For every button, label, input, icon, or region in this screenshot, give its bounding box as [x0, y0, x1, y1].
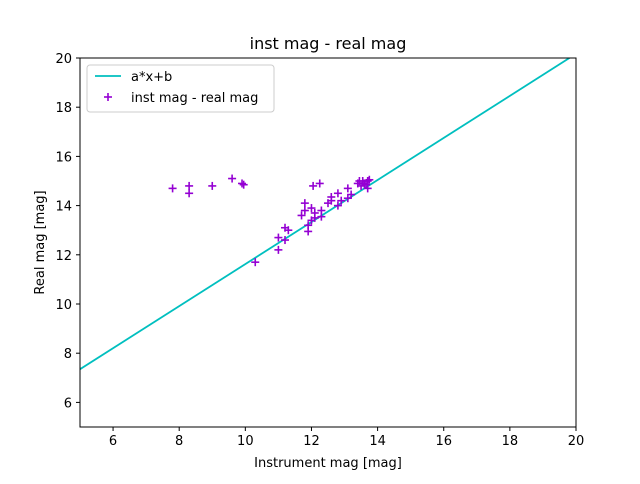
y-axis-label: Real mag [mag] — [33, 190, 48, 294]
scatter-point — [333, 201, 342, 210]
x-tick-label: 20 — [568, 434, 585, 449]
scatter-point — [274, 233, 283, 242]
scatter-point — [300, 199, 309, 208]
scatter-point — [228, 174, 237, 183]
x-tick-label: 6 — [109, 434, 117, 449]
fit-line — [80, 58, 570, 370]
x-axis-label: Instrument mag [mag] — [254, 456, 402, 471]
scatter-point — [274, 245, 283, 254]
x-tick-label: 12 — [303, 434, 320, 449]
y-tick-label: 6 — [64, 396, 72, 411]
scatter-point — [168, 184, 177, 193]
x-ticks: 6 8 10 12 14 16 18 20 — [109, 427, 584, 449]
scatter-point — [347, 190, 356, 199]
scatter-point — [310, 208, 319, 217]
scatter-point — [363, 184, 372, 193]
scatter-point — [337, 196, 346, 205]
x-tick-label: 14 — [369, 434, 386, 449]
scatter-point — [343, 184, 352, 193]
scatter-point — [362, 180, 371, 189]
scatter-point — [333, 189, 342, 198]
scatter-point — [208, 181, 217, 190]
y-tick-label: 14 — [55, 200, 72, 215]
scatter-point — [309, 181, 318, 190]
scatter-point — [251, 258, 260, 267]
fit-line-layer — [80, 58, 570, 370]
scatter-point — [281, 236, 290, 245]
scatter-points-layer — [168, 174, 374, 267]
legend-frame — [86, 64, 275, 113]
y-ticks: 6 8 10 12 14 16 18 20 — [55, 52, 80, 411]
y-tick-label: 12 — [55, 249, 72, 264]
y-tick-label: 8 — [64, 347, 72, 362]
x-tick-label: 16 — [435, 434, 452, 449]
x-tick-label: 18 — [502, 434, 519, 449]
legend: a*x+b inst mag - real mag — [86, 64, 275, 113]
plot-area — [80, 58, 576, 427]
x-tick-label: 8 — [175, 434, 183, 449]
legend-scatter-label: inst mag - real mag — [131, 91, 258, 106]
scatter-point — [238, 179, 247, 188]
scatter-point — [315, 179, 324, 188]
scatter-point — [239, 180, 248, 189]
axes-frame — [79, 57, 577, 428]
scatter-point — [297, 211, 306, 220]
legend-fit-line-label: a*x+b — [131, 70, 172, 85]
scatter-point — [307, 204, 316, 213]
scatter-point — [304, 227, 313, 236]
scatter-point — [317, 212, 326, 221]
scatter-point — [363, 177, 372, 185]
y-tick-label: 16 — [55, 150, 72, 165]
y-tick-label: 20 — [55, 52, 72, 67]
y-tick-label: 18 — [55, 101, 72, 116]
scatter-point — [185, 181, 194, 190]
y-tick-label: 10 — [55, 298, 72, 313]
scatter-point — [327, 192, 336, 201]
scatter-point — [284, 226, 293, 235]
scatter-point — [185, 189, 194, 198]
x-tick-label: 10 — [237, 434, 254, 449]
chart-title: inst mag - real mag — [250, 34, 407, 53]
scatter-point — [300, 206, 309, 215]
scatter-point — [365, 175, 374, 184]
legend-scatter-marker-swatch — [104, 93, 112, 101]
